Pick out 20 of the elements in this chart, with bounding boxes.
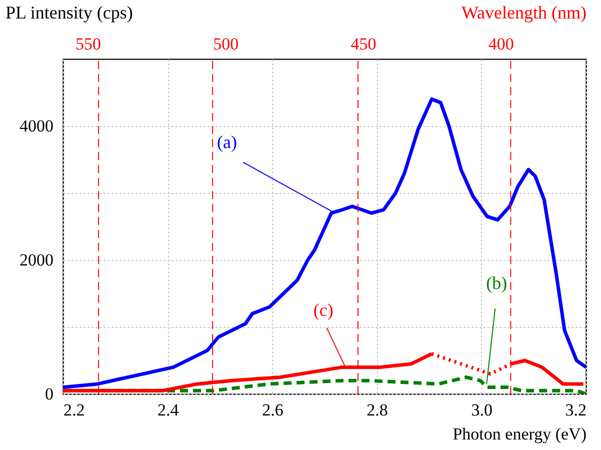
x2-tick-label: 450 — [350, 34, 376, 54]
x2-tick-label: 400 — [488, 34, 514, 54]
x-tick-label: 3.0 — [471, 400, 493, 420]
annotation: (c) — [313, 300, 334, 320]
annotation: (a) — [216, 132, 237, 152]
x2-axis-title: Wavelength (nm) — [461, 2, 586, 22]
y-tick-label: 4000 — [20, 116, 54, 136]
x-tick-label: 2.6 — [262, 400, 284, 420]
x2-tick-label: 500 — [213, 34, 239, 54]
annotation: (b) — [486, 272, 508, 293]
x-axis-title: Photon energy (eV) — [452, 424, 586, 444]
x-tick-label: 2.8 — [366, 400, 388, 420]
y-tick-label: 2000 — [20, 250, 54, 270]
x-tick-label: 3.2 — [565, 400, 586, 420]
y-axis-title: PL intensity (cps) — [6, 2, 133, 22]
line-series — [63, 97, 586, 390]
x-tick-label: 2.4 — [157, 400, 180, 420]
x2-tick-label: 550 — [76, 34, 102, 54]
x-tick-label: 2.2 — [64, 400, 85, 420]
y-tick-label: 0 — [45, 384, 54, 404]
